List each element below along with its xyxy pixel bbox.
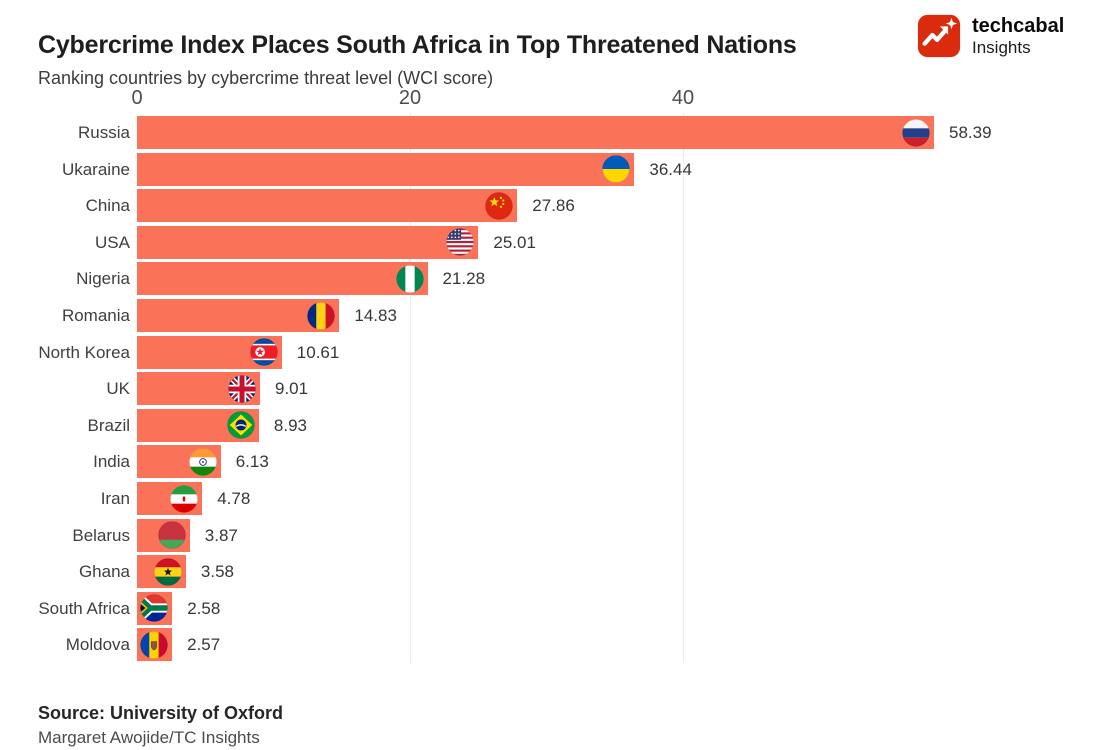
bar [137,225,479,259]
value-label: 2.58 [187,598,221,618]
bar-row: Moldova 2.57 [0,628,1110,662]
bar-row: India 6.13 [0,445,1110,479]
bar [137,262,428,296]
bar [137,518,190,552]
north-korea-flag-icon [250,338,278,366]
bar-row: Ghana 3.58 [0,555,1110,589]
bar [137,591,173,625]
value-label: 10.61 [296,342,340,362]
gridline [683,113,684,663]
china-flag-icon [485,191,513,220]
axis-tick-label: 0 [131,87,143,109]
axis-tick-label: 20 [398,87,422,109]
bar [137,628,173,662]
bar [137,152,635,186]
moldova-flag-icon [140,631,168,659]
country-label: Romania [61,306,130,325]
value-label: 6.13 [235,452,269,472]
bar [137,408,259,442]
country-label: Nigeria [76,269,130,289]
country-label: Ukaraine [61,159,130,179]
bar-row: Ukaraine 36.44 [0,152,1110,186]
russia-flag-icon [902,118,930,147]
bar [137,299,340,332]
romania-flag-icon [307,301,336,330]
south-africa-flag-icon [140,594,168,622]
bar [137,372,260,406]
country-label: North Korea [38,342,130,362]
byline: Margaret Awojide/TC Insights [38,728,260,747]
bar [137,482,203,515]
brazil-flag-icon [227,411,255,439]
country-label: India [93,452,130,472]
country-label: Belarus [72,525,130,545]
bar-row: Brazil 8.93 [0,408,1110,442]
country-label: UK [106,379,130,399]
bar-row: North Korea 10.61 [0,335,1110,369]
bar [137,445,221,479]
value-label: 3.58 [200,562,234,582]
belarus-flag-icon [158,521,186,549]
nigeria-flag-icon [395,265,424,293]
bar [137,555,186,589]
country-label: Brazil [87,415,130,435]
chart-title: Cybercrime Index Places South Africa in … [38,30,797,59]
brand-subname: Insights [972,37,1031,57]
gridline [410,113,411,663]
country-label: Moldova [65,635,130,655]
bar-row: Romania 14.83 [0,299,1110,332]
bar-row: Russia 58.39 [0,116,1110,149]
value-label: 21.28 [442,269,486,289]
value-label: 27.86 [532,196,575,216]
axis-tick-label: 40 [671,87,695,109]
value-label: 2.57 [187,635,221,655]
brand-text: techcabal Insights [972,15,1064,58]
value-label: 36.44 [649,159,692,179]
country-label: Russia [78,123,130,142]
bar-row: South Africa 2.58 [0,591,1110,625]
country-label: South Africa [38,598,130,618]
value-label: 4.78 [217,489,251,508]
value-label: 25.01 [493,232,536,252]
country-label: USA [95,232,130,252]
value-label: 8.93 [273,415,307,435]
uk-flag-icon [228,374,256,403]
techcabal-logo-icon [917,14,961,58]
bar-row: China 27.86 [0,189,1110,223]
country-label: Iran [100,489,130,508]
bar-row: Nigeria 21.28 [0,262,1110,296]
bar-row: USA 25.01 [0,225,1110,259]
ghana-flag-icon [154,557,182,586]
bar-row: Belarus 3.87 [0,518,1110,552]
value-label: 9.01 [275,379,309,399]
value-label: 3.87 [204,525,238,545]
brand-name: techcabal [972,14,1065,37]
bar [137,335,282,369]
bar [137,116,934,149]
value-label: 58.39 [949,123,992,142]
bar [137,189,518,223]
iran-flag-icon [170,484,198,513]
country-label: Ghana [78,562,130,582]
country-label: China [85,196,130,216]
india-flag-icon [188,448,217,476]
chart-subtitle: Ranking countries by cybercrime threat l… [38,68,494,88]
brand-logo: techcabal Insights [916,13,1064,59]
usa-flag-icon [446,228,475,256]
value-label: 14.83 [354,306,397,325]
source-line: Source: University of Oxford [38,703,284,723]
bar-row: Iran 4.78 [0,482,1110,515]
bar-row: UK 9.01 [0,372,1110,406]
ukraine-flag-icon [602,155,631,183]
